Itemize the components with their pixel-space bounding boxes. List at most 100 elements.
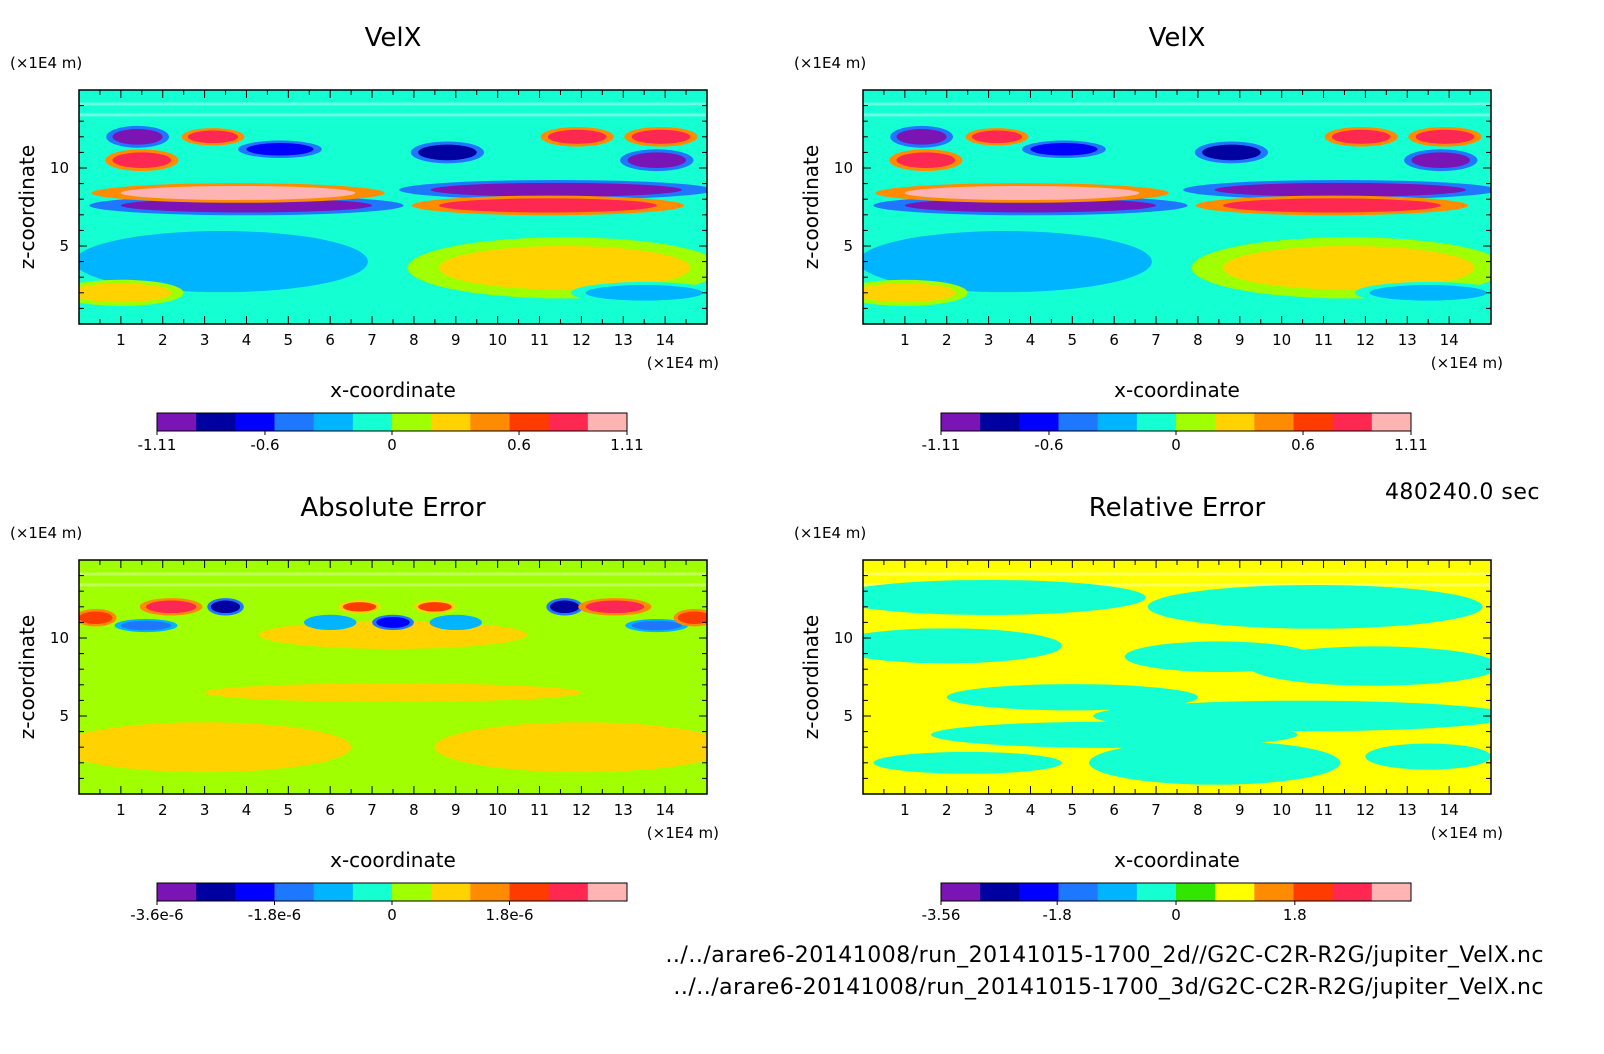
colorbar-swatch — [352, 883, 393, 901]
field-contour — [309, 616, 352, 628]
field-contour — [204, 683, 582, 702]
colorbar-swatch — [1176, 883, 1216, 901]
colorbar-swatch — [392, 413, 432, 431]
colorbar-tick-label: 0 — [387, 436, 397, 454]
field-contour — [585, 600, 645, 614]
x-tick-label: 4 — [242, 331, 252, 349]
layer-stripe — [863, 572, 1491, 576]
colorbar-swatch — [313, 883, 354, 901]
x-tick-label: 14 — [1440, 331, 1459, 349]
colorbar-swatch — [1215, 413, 1255, 431]
heatmap-field — [863, 90, 1491, 324]
colorbar-swatch — [1097, 883, 1138, 901]
field-contour — [376, 616, 410, 628]
field-contour — [418, 144, 477, 161]
x-tick-label: 8 — [1193, 801, 1203, 819]
colorbar-tick-label: 1.11 — [1394, 436, 1427, 454]
x-tick-label: 7 — [367, 801, 377, 819]
field-contour — [904, 185, 1140, 200]
x-tick-label: 2 — [942, 801, 952, 819]
colorbar-swatch — [274, 883, 315, 901]
colorbar-tick-label: -0.6 — [250, 436, 279, 454]
chart-panel-4: Relative Error(×1E4 m)1 2 3 4 5 6 7 8 9 10 11 12 13 1… — [794, 493, 1503, 924]
field-contour — [342, 602, 377, 612]
x-tick-label: 11 — [1314, 801, 1333, 819]
colorbar-swatch — [157, 883, 197, 901]
field-contour — [677, 611, 707, 624]
colorbar-swatch — [1332, 413, 1373, 431]
colorbar: -3.6e-6 -1.8e-6 0 1.8e-6 — [130, 882, 628, 924]
field-contour — [892, 755, 1044, 771]
field-contour — [1202, 144, 1261, 161]
colorbar-swatch — [1176, 413, 1216, 431]
y-tick-label: 10 — [834, 159, 853, 177]
field-contour — [1223, 198, 1441, 213]
field-contour — [627, 152, 687, 168]
colorbar-swatch — [431, 413, 471, 431]
x-tick-label: 1 — [116, 801, 126, 819]
colorbar-swatch — [157, 413, 197, 431]
x-unit-label: (×1E4 m) — [1431, 354, 1503, 372]
field-contour — [246, 143, 314, 156]
field-contour — [439, 198, 657, 213]
layer-stripe — [863, 113, 1491, 117]
x-tick-label: 9 — [1235, 801, 1245, 819]
field-contour — [210, 600, 241, 614]
field-contour — [79, 722, 352, 773]
colorbar-tick-label: 0 — [1171, 436, 1181, 454]
x-tick-label: 12 — [572, 801, 591, 819]
x-tick-label: 9 — [451, 801, 461, 819]
x-tick-label: 8 — [409, 331, 419, 349]
chart-panel-1: VelX(×1E4 m)1 2 3 4 5 6 7 8 9 10 11 12 13 14510(×1E4 … — [10, 23, 719, 454]
colorbar: -1.11 -0.6 0 0.6 1.11 — [922, 412, 1428, 454]
colorbar-swatch — [196, 413, 236, 431]
x-tick-label: 7 — [1151, 801, 1161, 819]
layer-stripe — [79, 583, 707, 587]
x-tick-label: 6 — [325, 801, 335, 819]
y-tick-label: 5 — [59, 707, 69, 725]
field-contour — [1411, 152, 1471, 168]
field-contour — [1030, 143, 1098, 156]
x-tick-label: 8 — [1193, 331, 1203, 349]
field-contour — [967, 725, 1261, 745]
layer-stripe — [79, 113, 707, 117]
field-contour — [112, 152, 172, 168]
colorbar-tick-label: -1.8e-6 — [248, 906, 301, 924]
field-contour — [896, 152, 956, 168]
field-contour — [1135, 705, 1471, 727]
colorbar-swatch — [1293, 883, 1334, 901]
colorbar-swatch — [1136, 883, 1177, 901]
colorbar-tick-label: -1.8 — [1043, 906, 1072, 924]
file-path-2: ../../arare6-20141008/run_20141015-1700_… — [673, 975, 1544, 1000]
field-contour — [120, 620, 172, 631]
colorbar-swatch — [1058, 413, 1099, 431]
field-contour — [1181, 591, 1450, 623]
colorbar-tick-label: 0 — [387, 906, 397, 924]
colorbar-swatch — [235, 883, 275, 901]
heatmap-field — [79, 90, 707, 324]
x-tick-label: 2 — [158, 331, 168, 349]
x-tick-label: 5 — [284, 331, 294, 349]
field-contour — [1415, 129, 1475, 144]
x-tick-label: 14 — [656, 801, 675, 819]
x-tick-label: 10 — [488, 801, 507, 819]
y-tick-label: 10 — [834, 629, 853, 647]
chart-title: Absolute Error — [300, 493, 486, 523]
field-contour — [863, 584, 1115, 610]
colorbar-tick-label: 1.8e-6 — [485, 906, 533, 924]
x-tick-label: 7 — [1151, 331, 1161, 349]
y-unit-label: (×1E4 m) — [10, 524, 82, 542]
x-tick-label: 6 — [325, 331, 335, 349]
field-contour — [1331, 129, 1391, 144]
x-tick-label: 10 — [488, 331, 507, 349]
colorbar: -1.11 -0.6 0 0.6 1.11 — [138, 412, 644, 454]
colorbar-swatch — [1254, 413, 1294, 431]
field-contour — [631, 129, 691, 144]
x-tick-label: 10 — [1272, 801, 1291, 819]
file-path-1: ../../arare6-20141008/run_20141015-1700_… — [665, 943, 1544, 968]
colorbar-swatch — [352, 413, 393, 431]
field-contour — [896, 129, 947, 145]
colorbar-swatch — [548, 883, 589, 901]
x-tick-label: 13 — [614, 801, 633, 819]
